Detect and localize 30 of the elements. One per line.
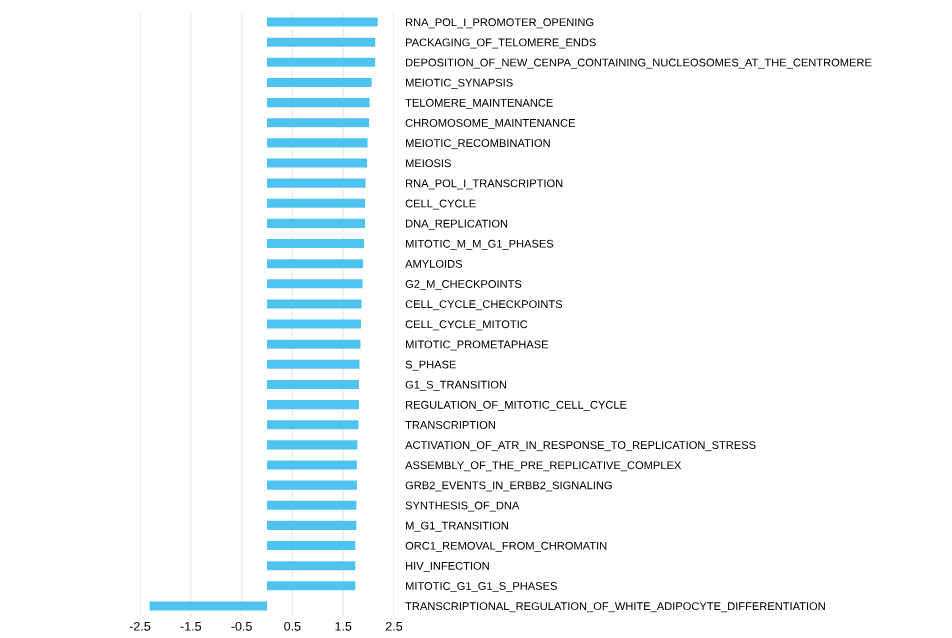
bar: [267, 279, 363, 289]
bar: [267, 17, 378, 27]
bar: [267, 520, 357, 530]
bar: [267, 299, 362, 309]
bar: [267, 581, 356, 591]
bar: [267, 37, 376, 47]
bar: [267, 259, 364, 269]
bar: [267, 198, 366, 208]
bar: [267, 460, 357, 470]
bar: [267, 541, 356, 551]
bar: [267, 57, 376, 67]
bar: [267, 218, 366, 228]
bar: [267, 379, 359, 389]
bar: [267, 561, 356, 571]
bar: [267, 440, 358, 450]
bar: [267, 500, 357, 510]
bar: [267, 118, 370, 128]
bar: [267, 138, 368, 148]
bar: [267, 77, 372, 87]
bar: [267, 339, 361, 349]
bar: [267, 420, 359, 430]
bar: [149, 601, 267, 611]
bar: [267, 239, 365, 249]
bar: [267, 480, 357, 490]
bar: [267, 158, 368, 168]
bar: [267, 98, 370, 108]
bar: [267, 400, 359, 410]
bar: [267, 359, 360, 369]
bar: [267, 178, 366, 188]
bar: [267, 319, 361, 329]
